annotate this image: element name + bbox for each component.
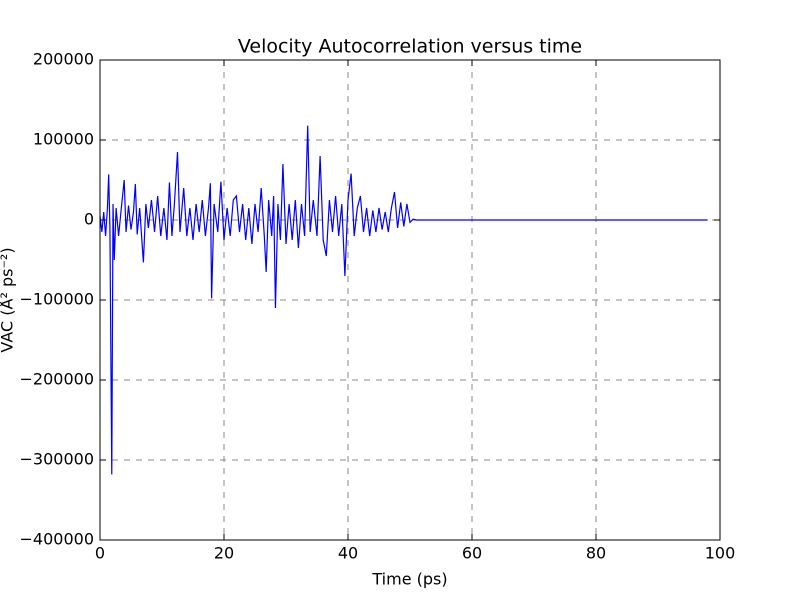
x-tick-label: 60 xyxy=(462,544,482,563)
y-tick-label: 0 xyxy=(84,210,94,229)
x-tick-label: 0 xyxy=(95,544,105,563)
x-tick-label: 40 xyxy=(338,544,358,563)
x-tick-label: 80 xyxy=(586,544,606,563)
plot-frame xyxy=(99,59,721,541)
x-tick-label: 100 xyxy=(705,544,736,563)
y-tick-label: −200000 xyxy=(20,370,94,389)
chart-title: Velocity Autocorrelation versus time xyxy=(238,36,582,58)
y-tick-label: −100000 xyxy=(20,290,94,309)
y-tick-label: −300000 xyxy=(20,450,94,469)
x-axis-label: Time (ps) xyxy=(371,570,447,589)
y-axis-label: VAC (Å² ps⁻²) xyxy=(0,247,17,352)
x-tick-label: 20 xyxy=(214,544,234,563)
y-tick-label: 200000 xyxy=(33,50,94,69)
data-line xyxy=(99,125,708,475)
y-tick-label: −400000 xyxy=(20,530,94,549)
y-tick-label: 100000 xyxy=(33,130,94,149)
